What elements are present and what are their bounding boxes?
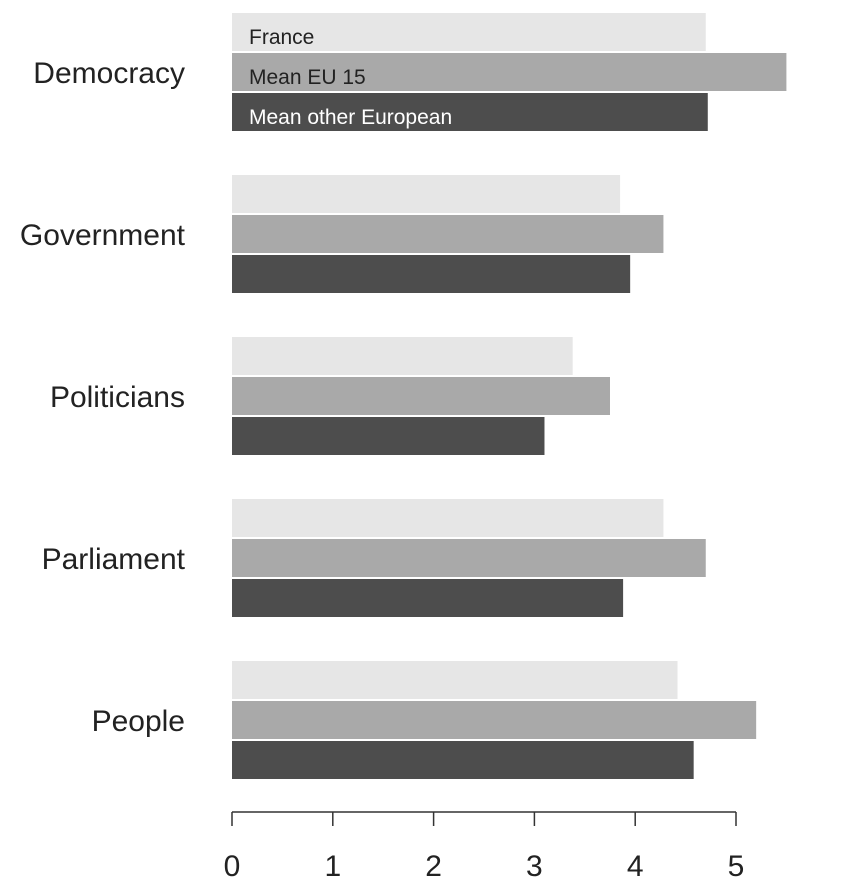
bar-people-3 bbox=[232, 741, 694, 779]
bar-parliament-3 bbox=[232, 579, 624, 617]
bar-government-3 bbox=[232, 255, 631, 293]
legend-entry: Mean other European bbox=[249, 106, 452, 129]
bar-democracy-1 bbox=[232, 13, 706, 51]
category-label: Democracy bbox=[33, 57, 185, 90]
category-label: Government bbox=[20, 219, 186, 252]
bar-parliament-1 bbox=[232, 499, 664, 537]
bar-politicians-2 bbox=[232, 377, 610, 415]
bar-people-1 bbox=[232, 661, 678, 699]
bar-people-2 bbox=[232, 701, 757, 739]
category-label: Parliament bbox=[42, 543, 186, 576]
bar-parliament-2 bbox=[232, 539, 706, 577]
category-label: People bbox=[92, 705, 185, 738]
bar-politicians-3 bbox=[232, 417, 545, 455]
bar-democracy-3 bbox=[232, 93, 708, 131]
x-tick-label: 4 bbox=[627, 850, 644, 883]
x-tick-label: 1 bbox=[324, 850, 341, 883]
legend: France Mean EU 15 Mean other European bbox=[249, 26, 452, 129]
legend-entry: Mean EU 15 bbox=[249, 66, 366, 89]
bar-government-1 bbox=[232, 175, 621, 213]
x-tick-label: 0 bbox=[224, 850, 241, 883]
legend-entry: France bbox=[249, 26, 314, 49]
bar-democracy-2 bbox=[232, 53, 787, 91]
category-label: Politicians bbox=[50, 381, 185, 414]
x-tick-label: 2 bbox=[425, 850, 442, 883]
x-axis: 0 1 2 3 4 5 bbox=[224, 811, 745, 883]
category-labels: Democracy Government Politicians Parliament… bbox=[20, 57, 186, 738]
x-tick-label: 3 bbox=[526, 850, 543, 883]
bar-politicians-1 bbox=[232, 337, 573, 375]
x-tick-label: 5 bbox=[728, 850, 745, 883]
bar-government-2 bbox=[232, 215, 664, 253]
bars-layer bbox=[232, 13, 787, 779]
